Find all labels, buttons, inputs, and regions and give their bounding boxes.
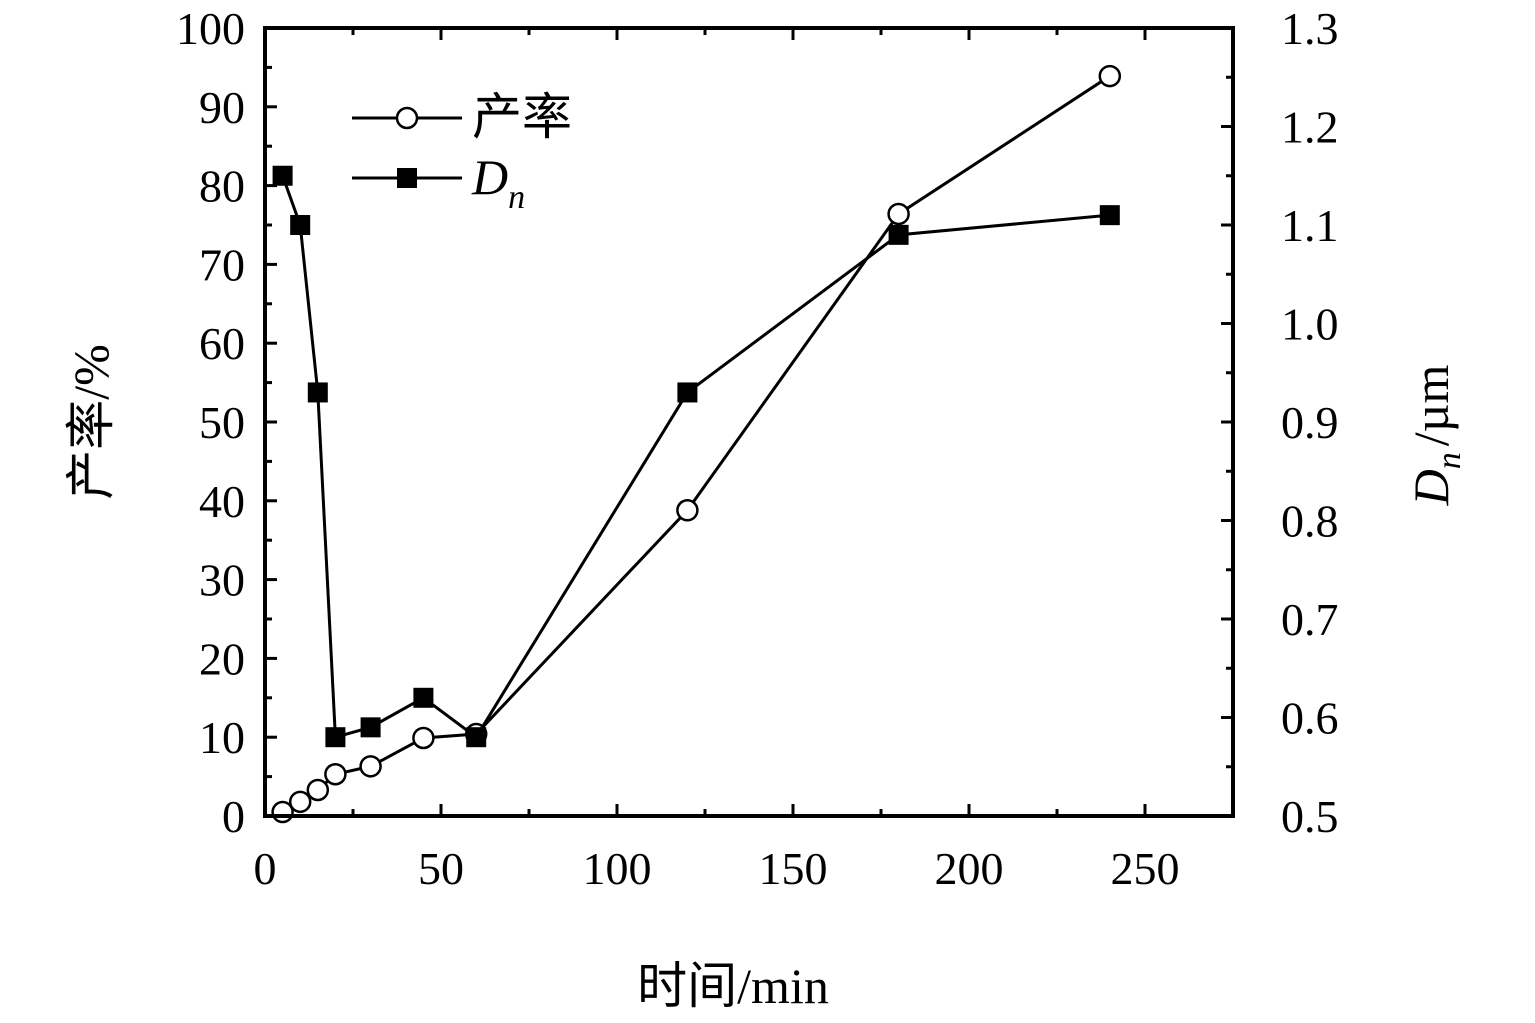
left-y-axis-title-main: 产率 xyxy=(63,400,119,500)
x-axis-title: 时间/min xyxy=(637,958,829,1014)
left-y-tick-label: 100 xyxy=(176,3,245,54)
dn-point xyxy=(1099,205,1120,226)
left-y-tick-label: 0 xyxy=(222,791,245,842)
x-tick-label: 100 xyxy=(583,843,652,894)
x-tick-label: 0 xyxy=(254,843,277,894)
x-axis-title-main: 时间 xyxy=(637,958,737,1014)
dn-point xyxy=(677,382,698,403)
x-tick-label: 50 xyxy=(418,843,464,894)
right-y-axis-title-unit: /µm xyxy=(1403,365,1459,447)
right-y-tick-label: 0.7 xyxy=(1281,594,1339,645)
dn-point xyxy=(466,727,487,748)
left-y-tick-label: 20 xyxy=(199,633,245,684)
legend-dn-label: Dn xyxy=(471,149,525,216)
legend-dn-label-subscript: n xyxy=(508,179,525,216)
right-y-axis-title: Dn/µm xyxy=(1403,365,1468,507)
x-tick-label: 250 xyxy=(1111,843,1180,894)
left-y-tick-label: 50 xyxy=(199,397,245,448)
dn-point xyxy=(888,224,909,245)
yield-point xyxy=(324,762,347,786)
legend-dn-label-symbol: D xyxy=(471,149,508,205)
right-y-tick-label: 1.1 xyxy=(1281,200,1339,251)
left-y-tick-label: 40 xyxy=(199,476,245,527)
right-y-tick-label: 1.2 xyxy=(1281,102,1339,153)
legend-yield-label: 产率 xyxy=(472,89,572,145)
left-y-tick-label: 70 xyxy=(199,239,245,290)
right-y-tick-label: 0.9 xyxy=(1281,397,1339,448)
right-y-axis-title-symbol: D xyxy=(1403,469,1459,506)
left-y-tick-label: 10 xyxy=(199,712,245,763)
left-y-tick-label: 90 xyxy=(199,82,245,133)
x-tick-label: 150 xyxy=(759,843,828,894)
yield-point xyxy=(359,755,382,778)
labels-layer: 0 50 100 150 200 250 0 10 20 30 40 50 60 70 80 90 100 0.5… xyxy=(176,3,1339,894)
yield-point xyxy=(1098,64,1122,88)
x-axis-title-unit: /min xyxy=(737,958,829,1014)
yield-point xyxy=(676,499,699,522)
series-line-dn xyxy=(281,175,1110,740)
yield-point xyxy=(887,202,910,226)
right-y-tick-label: 1.3 xyxy=(1281,3,1339,54)
legend-dn-marker xyxy=(397,168,417,188)
left-y-tick-label: 80 xyxy=(199,161,245,212)
plot-frame xyxy=(263,26,1235,818)
legend-item-yield: 产率 xyxy=(352,89,572,145)
x-tick-label: 200 xyxy=(935,843,1004,894)
right-y-axis-title-subscript: n xyxy=(1431,452,1468,469)
legend-yield-marker xyxy=(395,106,419,130)
left-y-tick-label: 30 xyxy=(199,555,245,606)
yield-point xyxy=(288,790,312,814)
dn-point xyxy=(307,382,328,403)
right-y-tick-label: 0.8 xyxy=(1281,496,1339,547)
right-y-tick-label: 0.5 xyxy=(1281,791,1339,842)
yield-point xyxy=(412,726,435,750)
dn-point xyxy=(360,717,381,738)
dn-point xyxy=(325,727,346,748)
dn-point xyxy=(272,165,293,186)
right-y-tick-label: 0.6 xyxy=(1281,693,1339,744)
legend: 产率 Dn xyxy=(352,89,572,216)
left-y-axis-title: 产率/% xyxy=(63,344,119,500)
left-y-axis-title-unit: /% xyxy=(63,344,119,400)
right-y-tick-label: 1.0 xyxy=(1281,299,1339,350)
dn-point xyxy=(413,687,434,708)
series-layer xyxy=(271,64,1122,824)
dn-point xyxy=(290,215,311,235)
left-y-tick-label: 60 xyxy=(199,318,245,369)
legend-item-dn: Dn xyxy=(352,149,525,216)
yield-point xyxy=(306,778,330,802)
